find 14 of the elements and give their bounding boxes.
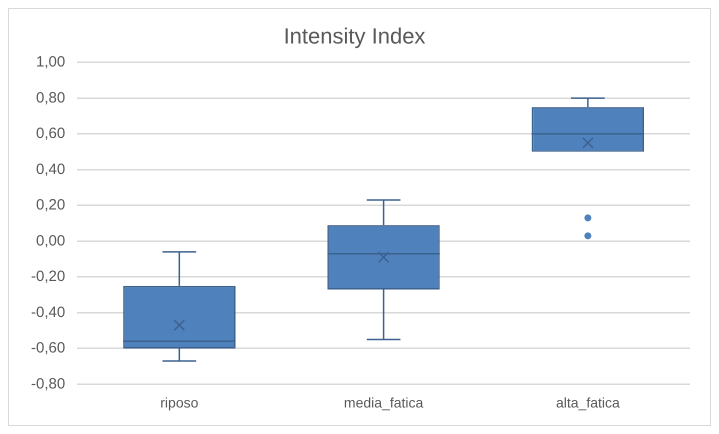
- y-tick-label: 0,60: [36, 125, 66, 142]
- y-tick-label: 0,20: [36, 196, 66, 214]
- y-tick-label: 1,00: [36, 54, 66, 71]
- x-tick-label: alta_fatica: [556, 394, 620, 410]
- y-tick-label: 0,80: [36, 89, 66, 106]
- y-tick-label: 0,40: [36, 160, 66, 178]
- x-tick-label: media_fatica: [344, 394, 424, 410]
- y-tick-label: -0,60: [30, 340, 66, 357]
- y-tick-label: 0,00: [36, 232, 66, 250]
- y-tick-label: -0,20: [30, 268, 66, 286]
- x-tick-label: riposo: [160, 394, 199, 410]
- y-tick-label: -0,80: [30, 375, 66, 392]
- y-tick-label: -0,40: [30, 304, 66, 321]
- chart-title: Intensity Index: [284, 23, 426, 48]
